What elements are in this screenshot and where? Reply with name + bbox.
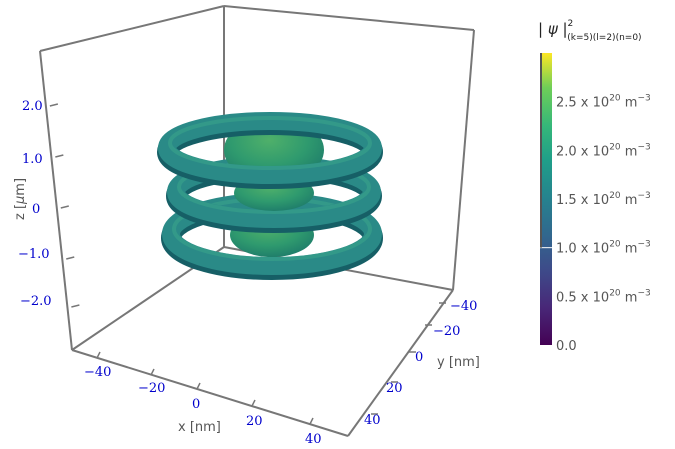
torus-highlight — [168, 116, 372, 170]
y-axis-ticks: −40 −20 0 20 40 — [364, 299, 477, 428]
x-tick-label: −40 — [84, 365, 111, 380]
colorbar-tick-label: 2.5 x 1020 m−3 — [556, 94, 651, 111]
colorbar-tick-exponent: 20 — [609, 288, 621, 298]
z-tick-label: 0 — [32, 202, 40, 217]
torus-upper — [157, 112, 383, 189]
x-tick-label: 0 — [192, 397, 200, 412]
colorbar-title-superscript: 2 — [568, 19, 574, 29]
z-tick-mark — [49, 103, 59, 107]
isosurface — [157, 112, 383, 280]
colorbar-title-subscript: (k=5)(l=2)(n=0) — [567, 33, 641, 43]
z-tick-label: 2.0 — [22, 99, 43, 114]
colorbar-tick-label: 1.0 x 1020 m−3 — [556, 240, 651, 257]
colorbar-tick-unit: m — [621, 193, 638, 208]
colorbar-tick-value: 0.5 x 10 — [556, 290, 609, 305]
colorbar-tick-unit: m — [621, 96, 638, 111]
colorbar-tick-unit: m — [621, 290, 638, 305]
colorbar-tick-exponent: 20 — [609, 191, 621, 201]
colorbar-tick-label: 1.5 x 1020 m−3 — [556, 191, 651, 208]
x-tick-mark — [251, 399, 256, 407]
x-tick-label: 40 — [305, 432, 322, 447]
z-tick-label: 1.0 — [22, 152, 43, 167]
z-tick-mark — [71, 304, 80, 308]
box-edge — [223, 5, 475, 31]
axis-box-front — [39, 50, 454, 437]
colorbar-title: | ψ |2 (k=5)(l=2)(n=0) — [538, 19, 642, 43]
z-axis-label: z [μm] — [13, 178, 28, 220]
colorbar-tick-value: 1.5 x 10 — [556, 193, 609, 208]
x-tick-mark — [96, 351, 101, 359]
box-edge — [452, 29, 475, 291]
y-tick-label: 40 — [364, 413, 381, 428]
box-edge — [71, 349, 349, 437]
z-axis-ticks: 2.0 1.0 0 −1.0 −2.0 — [18, 99, 52, 309]
z-axis-label-suffix: m] — [13, 178, 28, 196]
colorbar-tick-label: 2.0 x 1020 m−3 — [556, 142, 651, 159]
y-axis-label: y [nm] — [437, 355, 480, 370]
colorbar-tick-value: 0.0 — [556, 339, 577, 354]
colorbar-tick-exponent: 20 — [609, 142, 621, 152]
x-axis-label: x [nm] — [178, 420, 221, 435]
z-tick-mark — [60, 205, 69, 209]
colorbar-tick-unit-exponent: −3 — [637, 240, 650, 250]
y-tick-label: −40 — [450, 299, 477, 314]
colorbar-tick-exponent: 20 — [609, 94, 621, 104]
y-tick-label: 20 — [386, 381, 403, 396]
box-edge — [39, 50, 73, 351]
x-tick-mark — [309, 417, 314, 425]
box-edge — [39, 5, 225, 52]
colorbar-gradient — [540, 53, 552, 345]
x-tick-mark — [150, 368, 155, 376]
torus-body — [158, 112, 382, 184]
tick-marks — [49, 103, 446, 425]
colorbar: | ψ |2 (k=5)(l=2)(n=0) 0.00.5 x 1020 m−31… — [538, 19, 651, 354]
colorbar-ticks: 0.00.5 x 1020 m−31.0 x 1020 m−31.5 x 102… — [540, 53, 651, 354]
z-tick-mark — [55, 154, 64, 158]
colorbar-tick-value: 1.0 x 10 — [556, 242, 609, 257]
z-tick-label: −1.0 — [18, 247, 50, 262]
z-tick-label: −2.0 — [20, 294, 52, 309]
z-axis-label-mu: μ — [13, 196, 28, 205]
colorbar-title-prefix: | ψ | — [538, 20, 568, 38]
colorbar-tick-label: 0.0 — [556, 339, 577, 354]
y-tick-label: −20 — [433, 324, 460, 339]
colorbar-tick-exponent: 20 — [609, 240, 621, 250]
colorbar-tick-unit-exponent: −3 — [637, 191, 650, 201]
x-tick-mark — [196, 382, 201, 390]
z-axis-label-prefix: z [ — [13, 204, 28, 220]
colorbar-tick-unit: m — [621, 242, 638, 257]
x-tick-label: −20 — [138, 381, 165, 396]
x-tick-label: 20 — [246, 414, 263, 429]
colorbar-tick-value: 2.5 x 10 — [556, 96, 609, 111]
colorbar-tick-value: 2.0 x 10 — [556, 144, 609, 159]
box-edge — [347, 289, 454, 437]
colorbar-tick-label: 0.5 x 1020 m−3 — [556, 288, 651, 305]
colorbar-tick-unit-exponent: −3 — [637, 94, 650, 104]
x-axis-ticks: −40 −20 0 20 40 — [84, 365, 322, 447]
y-tick-label: 0 — [415, 350, 423, 365]
colorbar-tick-unit: m — [621, 144, 638, 159]
colorbar-tick-unit-exponent: −3 — [637, 288, 650, 298]
colorbar-tick-unit-exponent: −3 — [637, 142, 650, 152]
z-tick-mark — [66, 256, 75, 260]
